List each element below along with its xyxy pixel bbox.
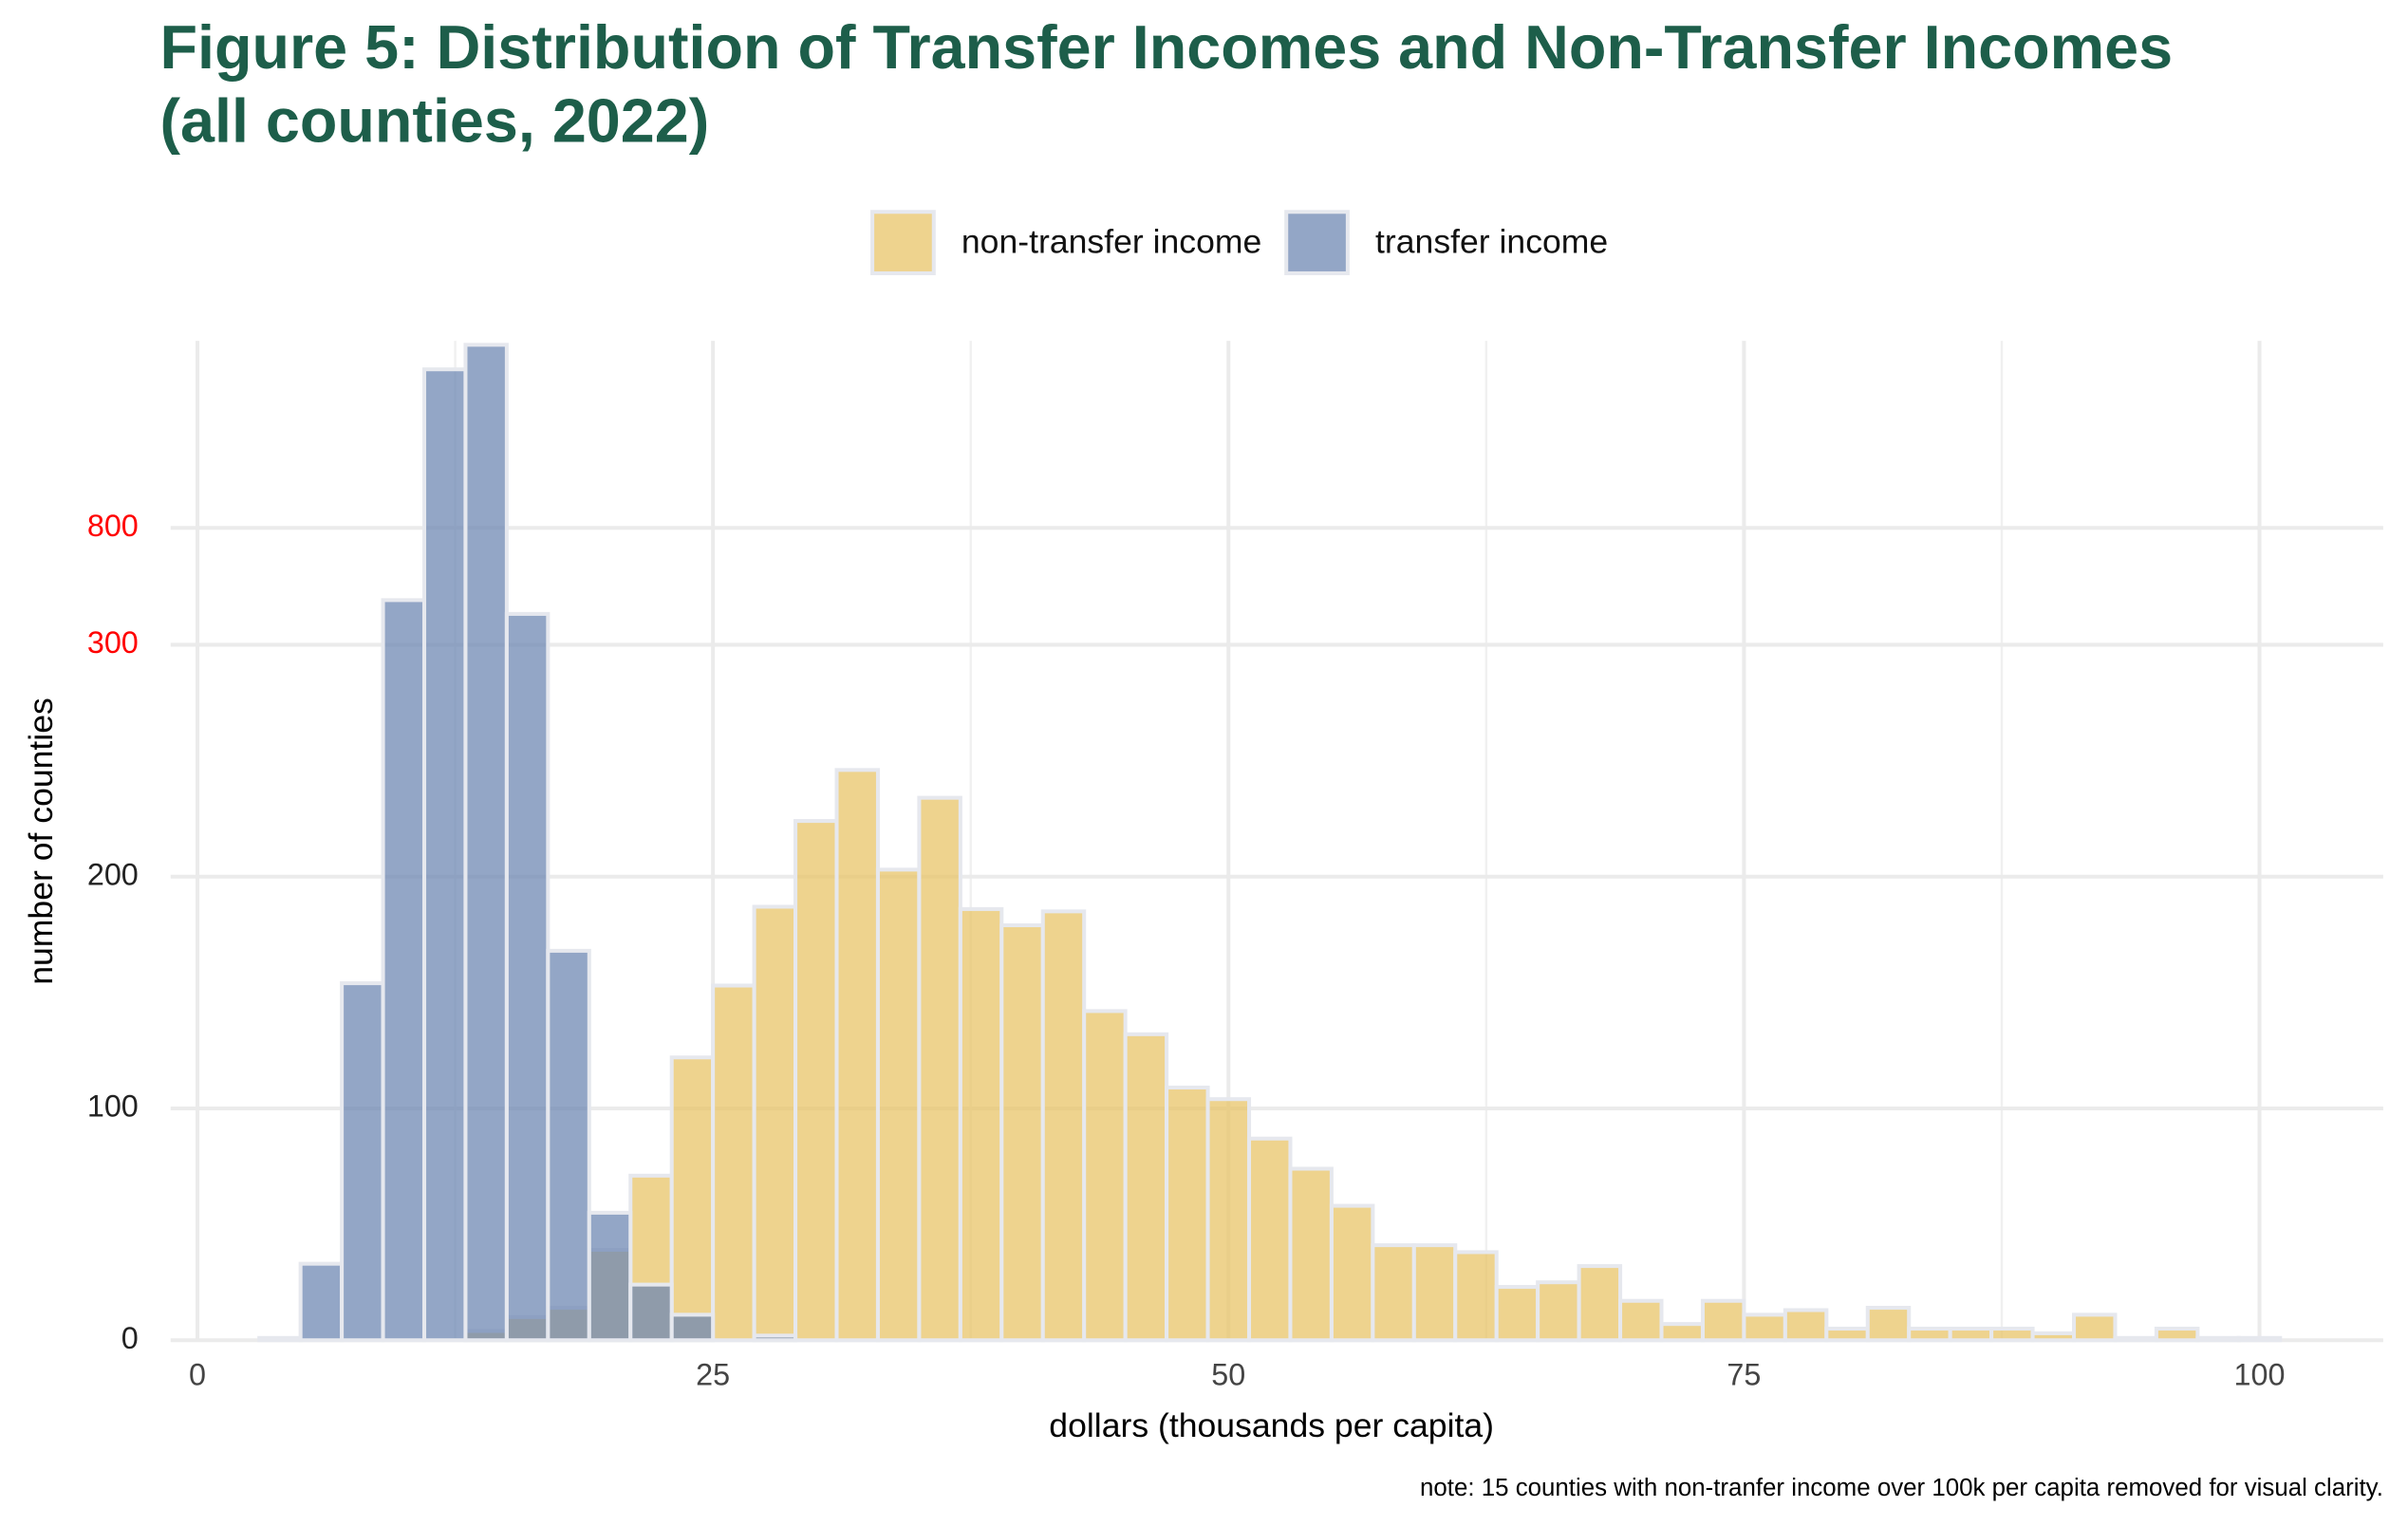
bar (958, 906, 1004, 1343)
bar (2030, 1331, 2077, 1343)
bar (1453, 1250, 1499, 1343)
bar (1288, 1166, 1334, 1343)
y-tick-label: 800 (87, 509, 139, 543)
bar (917, 795, 962, 1343)
bar (1577, 1264, 1623, 1343)
bar (1040, 909, 1087, 1343)
bar (2154, 1327, 2200, 1343)
x-tick-label: 0 (189, 1358, 206, 1392)
bar (1205, 1097, 1252, 1343)
legend-swatch (870, 210, 936, 275)
x-tick-label: 100 (2234, 1358, 2286, 1392)
bar (999, 922, 1045, 1343)
bar (2195, 1335, 2241, 1343)
bar (1329, 1203, 1375, 1343)
bar (546, 948, 591, 1343)
bar (1742, 1312, 1787, 1343)
bar (793, 819, 839, 1343)
bar (1165, 1085, 1210, 1343)
bar (1948, 1327, 1994, 1343)
y-tick-label: 100 (87, 1089, 139, 1124)
note: note: 15 counties with non-tranfer incom… (1420, 1475, 2383, 1501)
bar (1783, 1308, 1829, 1343)
bar (1123, 1032, 1169, 1343)
bar (587, 1210, 633, 1343)
bar (711, 983, 756, 1343)
y-tick-label: 200 (87, 857, 139, 891)
bar (381, 598, 427, 1343)
chart-subtitle: (all counties, 2022) (159, 86, 709, 156)
bar (1371, 1243, 1416, 1343)
bar (2113, 1335, 2158, 1343)
bar (1659, 1322, 1705, 1343)
bar (298, 1261, 345, 1343)
bar (669, 1312, 716, 1343)
bar (752, 904, 798, 1343)
bar (340, 981, 385, 1343)
y-tick-label: 300 (87, 625, 139, 660)
bar (628, 1282, 674, 1343)
legend-swatch (1284, 210, 1350, 275)
x-tick-label: 75 (1727, 1358, 1761, 1392)
bar (1246, 1136, 1293, 1343)
bar (421, 367, 468, 1343)
chart-title: Figure 5: Distribution of Transfer Incom… (159, 12, 2173, 82)
bar (669, 1055, 716, 1343)
x-tick-label: 50 (1211, 1358, 1245, 1392)
legend-label: transfer income (1375, 223, 1608, 261)
bar (504, 611, 551, 1343)
bar (1824, 1327, 1870, 1343)
bar (1865, 1306, 1912, 1343)
bar (1989, 1327, 2035, 1343)
bar (463, 343, 509, 1343)
y-axis-title: number of counties (22, 698, 60, 985)
y-tick-label: 0 (121, 1321, 139, 1355)
bar (1494, 1285, 1540, 1343)
x-axis-title: dollars (thousands per capita) (1049, 1406, 1494, 1444)
bar (257, 1335, 303, 1343)
bar (875, 867, 922, 1343)
bar (2071, 1312, 2118, 1343)
bar (1618, 1298, 1664, 1343)
legend-label: non-transfer income (961, 223, 1261, 261)
bar (1411, 1243, 1458, 1343)
bar (1907, 1327, 1952, 1343)
bar (1536, 1280, 1581, 1343)
bar (752, 1333, 798, 1343)
bar (2236, 1335, 2283, 1343)
bar (834, 768, 880, 1343)
x-tick-label: 25 (696, 1358, 730, 1392)
bar (1700, 1298, 1746, 1343)
bar (1082, 1009, 1128, 1343)
